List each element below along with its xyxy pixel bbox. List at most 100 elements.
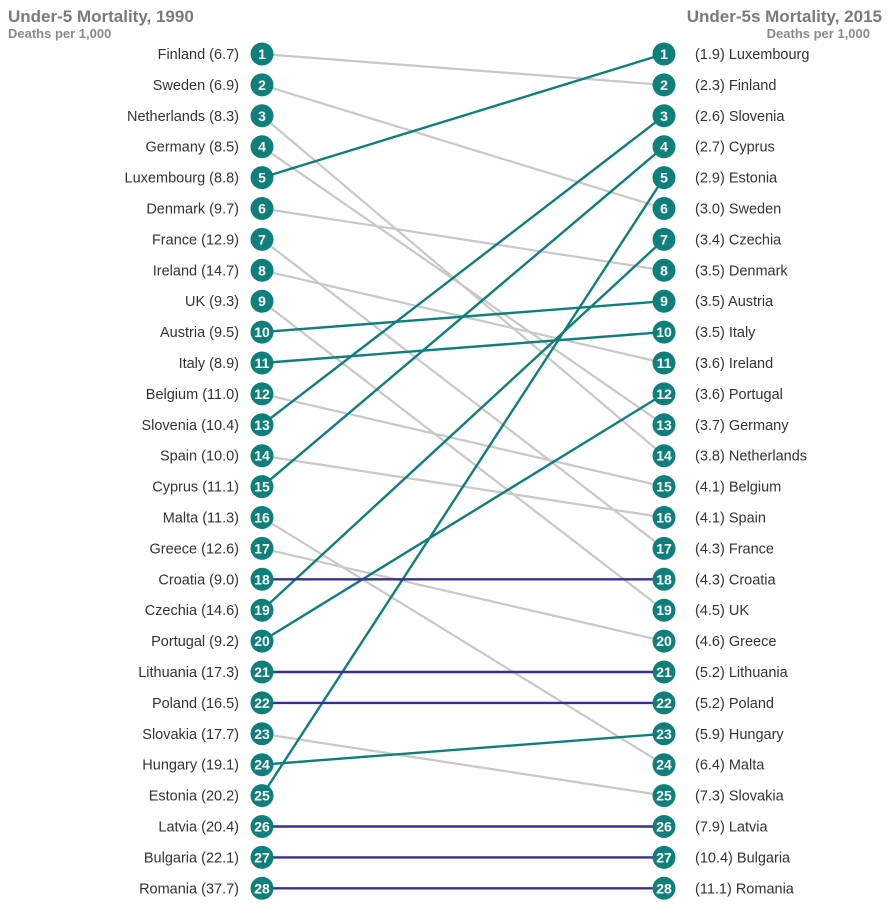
- left-rank-circle: [250, 382, 274, 406]
- link-malta: [261, 516, 665, 766]
- right-rank-number: 2: [660, 77, 668, 93]
- left-rank-circle: [250, 166, 274, 190]
- left-rank-number: 6: [258, 201, 266, 217]
- left-rank-circle: [250, 475, 274, 499]
- left-rank-circle: [250, 660, 274, 684]
- left-label-luxembourg: Luxembourg (8.8): [125, 171, 239, 187]
- left-rank-number: 22: [254, 695, 270, 711]
- right-label-czechia: (3.4) Czechia: [695, 232, 782, 248]
- right-rank-circle: [652, 475, 676, 499]
- link-slovenia: [261, 114, 665, 426]
- right-rank-circle: [652, 876, 676, 900]
- right-rank-number: 19: [656, 602, 672, 618]
- right-rank-circle: [652, 197, 676, 220]
- left-label-latvia: Latvia (20.4): [158, 820, 239, 836]
- link-czechia: [261, 238, 665, 612]
- left-label-czechia: Czechia (14.6): [145, 603, 239, 619]
- left-label-estonia: Estonia (20.2): [149, 789, 239, 805]
- left-rank-circle: [250, 845, 274, 869]
- right-label-portugal: (3.6) Portugal: [695, 387, 783, 403]
- link-sweden: [261, 83, 665, 210]
- right-label-italy: (3.5) Italy: [695, 325, 756, 341]
- right-label-denmark: (3.5) Denmark: [695, 263, 788, 279]
- right-rank-circle: [652, 506, 676, 529]
- left-rank-circle: [250, 351, 274, 375]
- right-rank-circle: [652, 73, 676, 97]
- link-belgium: [261, 392, 665, 488]
- right-label-spain: (4.1) Spain: [695, 511, 766, 527]
- left-rank-number: 17: [254, 540, 270, 556]
- left-label-slovenia: Slovenia (10.4): [141, 418, 239, 434]
- left-rank-number: 4: [258, 139, 266, 155]
- right-rank-number: 4: [660, 139, 668, 155]
- left-rank-number: 9: [258, 293, 266, 309]
- left-rank-number: 16: [254, 510, 270, 526]
- right-rank-circle: [652, 258, 676, 282]
- right-label-slovenia: (2.6) Slovenia: [695, 109, 785, 125]
- left-rank-circle: [250, 73, 274, 97]
- link-slovakia: [261, 732, 665, 797]
- right-rank-circle: [652, 753, 676, 777]
- right-label-finland: (2.3) Finland: [695, 78, 776, 94]
- right-rank-number: 22: [656, 695, 672, 711]
- right-rank-circle: [652, 289, 676, 313]
- left-rank-number: 1: [258, 46, 266, 62]
- right-rank-number: 5: [660, 170, 668, 186]
- right-label-slovakia: (7.3) Slovakia: [695, 789, 785, 805]
- right-label-ireland: (3.6) Ireland: [695, 356, 773, 372]
- right-label-romania: (11.1) Romania: [695, 881, 795, 897]
- left-rank-number: 8: [258, 262, 266, 278]
- left-rank-number: 12: [254, 386, 270, 402]
- right-label-uk: (4.5) UK: [695, 603, 749, 619]
- right-rank-circle: [652, 320, 676, 344]
- right-label-belgium: (4.1) Belgium: [695, 480, 781, 496]
- left-label-uk: UK (9.3): [185, 294, 239, 310]
- right-label-croatia: (4.3) Croatia: [695, 572, 777, 588]
- right-rank-circle: [652, 660, 676, 684]
- left-label-portugal: Portugal (9.2): [151, 634, 239, 650]
- right-rank-circle: [652, 691, 676, 715]
- right-rank-circle: [652, 413, 676, 437]
- left-label-germany: Germany (8.5): [146, 140, 239, 156]
- left-label-bulgaria: Bulgaria (22.1): [144, 850, 239, 866]
- right-rank-number: 3: [660, 108, 668, 124]
- right-rank-circle: [652, 382, 676, 406]
- left-rank-number: 21: [254, 664, 270, 680]
- left-label-greece: Greece (12.6): [150, 541, 239, 557]
- left-rank-number: 15: [254, 479, 270, 495]
- right-label-bulgaria: (10.4) Bulgaria: [695, 850, 791, 866]
- left-label-belgium: Belgium (11.0): [146, 387, 239, 403]
- right-rank-circle: [652, 536, 676, 560]
- right-rank-circle: [652, 104, 676, 128]
- right-rank-number: 12: [656, 386, 672, 402]
- right-rank-number: 17: [656, 540, 672, 556]
- left-rank-circle: [250, 227, 274, 251]
- left-rank-number: 27: [254, 849, 270, 865]
- right-label-greece: (4.6) Greece: [695, 634, 776, 650]
- right-label-poland: (5.2) Poland: [695, 696, 774, 712]
- right-rank-circle: [652, 815, 676, 838]
- left-rank-circle: [250, 42, 274, 66]
- left-rank-circle: [250, 289, 274, 313]
- left-label-slovakia: Slovakia (17.7): [142, 727, 239, 743]
- right-rank-number: 6: [660, 201, 668, 217]
- left-label-austria: Austria (9.5): [160, 325, 239, 341]
- left-title: Under-5 Mortality, 1990: [8, 7, 194, 26]
- left-label-finland: Finland (6.7): [158, 47, 239, 63]
- left-rank-circle: [250, 320, 274, 344]
- right-column: 1 (1.9) Luxembourg 2 (2.3) Finland 3 (2.6) Sl…: [652, 42, 809, 900]
- left-rank-number: 28: [254, 880, 270, 896]
- left-rank-number: 18: [254, 571, 270, 587]
- left-rank-number: 7: [258, 231, 266, 247]
- left-rank-circle: [250, 197, 274, 220]
- left-column: 1 Finland (6.7) 2 Sweden (6.9) 3 Netherlands …: [125, 42, 274, 900]
- link-uk: [261, 300, 665, 612]
- left-label-france: France (12.9): [152, 232, 239, 248]
- left-rank-circle: [250, 753, 274, 777]
- right-rank-number: 15: [656, 479, 672, 495]
- right-rank-number: 18: [656, 571, 672, 587]
- left-rank-circle: [250, 629, 274, 653]
- right-label-hungary: (5.9) Hungary: [695, 727, 784, 743]
- left-rank-number: 20: [254, 633, 270, 649]
